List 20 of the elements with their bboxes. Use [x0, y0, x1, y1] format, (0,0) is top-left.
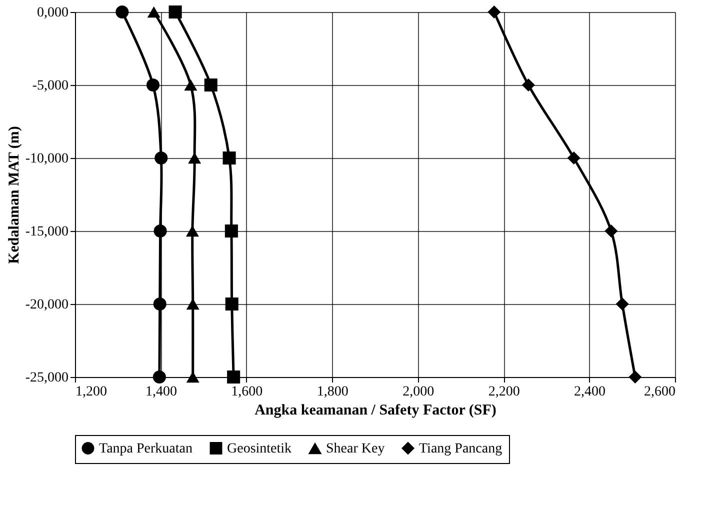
legend-label: Shear Key: [326, 442, 385, 457]
y-axis-title: Kedalaman MAT (m): [6, 126, 22, 264]
y-tick-label: -10,000: [25, 152, 68, 166]
x-tick-label: 1,400: [145, 384, 177, 400]
legend-label: Geosintetik: [227, 441, 292, 456]
legend-label: Tiang Pancang: [419, 441, 502, 456]
x-tick-label: 1,200: [76, 384, 107, 400]
x-tick-label: 2,400: [574, 384, 606, 400]
x-tick-label: 2,600: [644, 384, 676, 400]
x-tick-label: 2,000: [402, 384, 434, 400]
y-tick-label: -5,000: [32, 78, 68, 94]
x-axis-title: Angka keamanan / Safety Factor (SF): [254, 402, 496, 418]
y-tick-label: -25,000: [25, 370, 68, 386]
x-tick-label: 1,600: [231, 384, 263, 400]
legend-label: Tanpa Perkuatan: [99, 441, 192, 456]
y-tick-label: -20,000: [25, 298, 68, 312]
x-tick-label: 2,200: [488, 384, 520, 400]
x-tick-label: 1,800: [316, 384, 348, 400]
y-tick-label: -15,000: [25, 224, 68, 240]
y-tick-label: 0,000: [37, 6, 68, 20]
